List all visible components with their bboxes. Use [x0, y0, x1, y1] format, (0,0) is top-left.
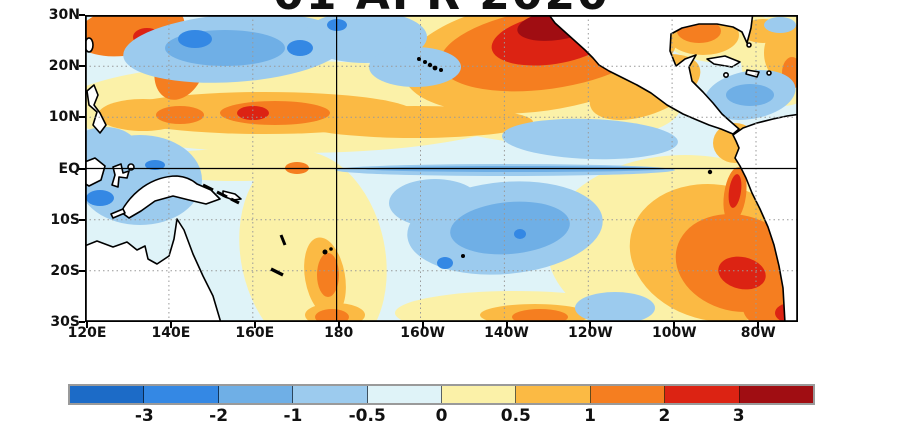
lon-tickmark — [253, 322, 256, 328]
colorbar-tick-label: 3 — [732, 406, 745, 426]
land-taiwan — [85, 37, 94, 53]
colorbar — [68, 384, 815, 405]
colorbar-segment — [367, 386, 443, 403]
lat-tick-label: 10S — [50, 211, 80, 228]
island-fiji — [322, 249, 328, 255]
island-hawaii — [432, 65, 438, 71]
land-cuba — [706, 55, 741, 68]
lon-tick-label: 160W — [400, 325, 445, 341]
colorbar-tick-label: 0 — [435, 406, 448, 426]
colorbar-segment — [70, 386, 145, 403]
anomaly-blobs-deep-blue — [86, 19, 526, 269]
sst-anomaly-map — [84, 14, 799, 323]
island-solomons — [202, 183, 240, 205]
sst-anomaly-field — [84, 14, 799, 323]
land-philippines — [86, 84, 107, 134]
graticule-solid — [85, 15, 798, 322]
lat-tick-label: EQ — [58, 160, 80, 177]
anomaly-blobs-light-blue — [85, 15, 796, 322]
island-hawaii — [423, 60, 427, 64]
map-frame-border — [84, 14, 799, 323]
colorbar-tick-label: -3 — [134, 406, 154, 426]
island-vanuatu — [279, 234, 287, 246]
island-chains — [202, 183, 287, 277]
island-fiji — [329, 247, 333, 251]
island-new-caledonia — [270, 267, 284, 277]
land-hispaniola — [745, 69, 760, 78]
small-islands — [322, 57, 713, 258]
colorbar-segment — [516, 386, 591, 403]
lon-tickmark — [169, 322, 172, 328]
land-new-guinea — [120, 175, 221, 219]
colorbar-segment — [144, 386, 219, 403]
lon-tick-label: 120W — [568, 325, 613, 341]
land-halmahera — [127, 163, 135, 171]
land-south-america — [732, 113, 798, 322]
lon-tick-label: 160E — [235, 325, 275, 341]
colorbar-tick-label: -1 — [283, 406, 303, 426]
colorbar-segment — [442, 386, 517, 403]
lon-tick-label: 120E — [67, 325, 107, 341]
lon-tick-label: 180 — [324, 325, 354, 341]
lat-tick-label: 20N — [48, 58, 80, 75]
land-jamaica — [722, 71, 729, 78]
island-hawaii — [439, 68, 443, 72]
lat-tick-label: 30S — [50, 314, 80, 331]
lat-tick-label: 30N — [48, 7, 80, 23]
lon-tick-label: 100W — [651, 325, 697, 341]
lon-tick-label: 80W — [740, 325, 776, 341]
colorbar-segment — [293, 386, 368, 403]
island-hawaii — [417, 57, 421, 61]
lon-tick-label: 140W — [484, 325, 529, 341]
land-puerto-rico — [766, 70, 772, 76]
colorbar-tick-label: -0.5 — [348, 406, 386, 426]
lon-tickmark — [505, 322, 508, 328]
colorbar-tick-label: 2 — [658, 406, 671, 426]
colorbar-tick-label: 0.5 — [500, 406, 531, 426]
lon-tick-label: 140E — [151, 325, 191, 341]
colorbar-segment — [218, 386, 294, 403]
land-bahamas — [746, 42, 752, 48]
lon-tickmark — [673, 322, 676, 328]
lat-tick-label: 10N — [48, 109, 80, 126]
colorbar-tick-label: -2 — [209, 406, 229, 426]
lon-tickmark — [589, 322, 592, 328]
colorbar-tick-label: 1 — [584, 406, 597, 426]
island-galapagos — [707, 169, 713, 175]
land-borneo — [85, 157, 106, 187]
land-timor — [110, 208, 126, 219]
island-tahiti — [461, 254, 465, 258]
lon-tickmark — [86, 322, 88, 328]
lon-tickmark — [757, 322, 760, 328]
colorbar-segment — [590, 386, 666, 403]
island-hawaii — [427, 62, 433, 68]
lon-tickmark — [421, 322, 424, 328]
colorbar-segment — [739, 386, 814, 403]
colorbar-segment — [665, 386, 740, 403]
lat-tick-label: 20S — [50, 262, 80, 279]
land-north-america — [548, 15, 754, 135]
lon-tickmark — [337, 322, 340, 328]
